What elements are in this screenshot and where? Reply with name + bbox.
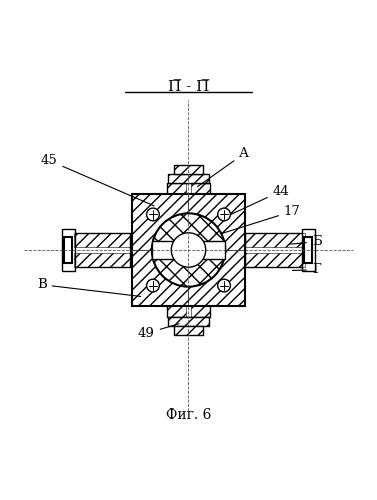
Text: В: В: [37, 278, 141, 296]
Bar: [132, 250, 188, 306]
Text: 49: 49: [138, 324, 179, 340]
Text: 17: 17: [214, 205, 301, 236]
Bar: [167, 261, 210, 318]
Circle shape: [147, 279, 159, 292]
Text: Фиг. 6: Фиг. 6: [166, 408, 211, 422]
Bar: [62, 230, 75, 270]
Text: Б: Б: [290, 235, 322, 248]
Bar: [173, 326, 204, 334]
Bar: [173, 326, 204, 334]
Bar: [188, 250, 245, 306]
Bar: [74, 233, 130, 267]
Bar: [173, 166, 204, 173]
Bar: [132, 194, 245, 306]
Bar: [74, 253, 130, 267]
Text: 44: 44: [228, 184, 290, 216]
Bar: [245, 233, 305, 267]
Bar: [168, 174, 209, 182]
Bar: [245, 253, 305, 267]
Bar: [188, 194, 245, 250]
Circle shape: [218, 208, 230, 221]
Bar: [167, 182, 210, 239]
Text: А: А: [198, 147, 249, 186]
Circle shape: [218, 279, 230, 292]
Bar: [192, 182, 210, 239]
Circle shape: [147, 208, 159, 221]
Bar: [168, 318, 209, 326]
Bar: [245, 233, 305, 247]
Bar: [132, 194, 188, 250]
Bar: [168, 174, 209, 182]
Bar: [167, 182, 185, 239]
Text: Π̅ - Π̅: Π̅ - Π̅: [168, 80, 209, 94]
Bar: [304, 236, 312, 264]
Bar: [173, 166, 204, 173]
Bar: [74, 233, 130, 247]
Circle shape: [152, 214, 225, 286]
Bar: [152, 241, 225, 259]
Bar: [167, 261, 185, 318]
Text: 45: 45: [41, 154, 154, 206]
Bar: [302, 230, 315, 270]
Bar: [64, 236, 72, 264]
Bar: [168, 318, 209, 326]
Circle shape: [171, 233, 206, 267]
Bar: [192, 261, 210, 318]
Text: Г: Г: [292, 263, 321, 276]
